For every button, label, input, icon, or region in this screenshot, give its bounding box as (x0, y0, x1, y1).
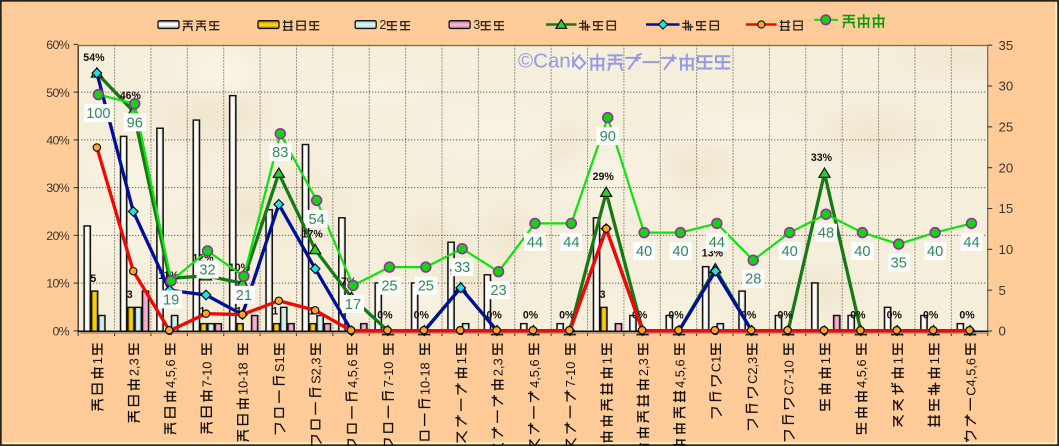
svg-text:44: 44 (963, 235, 979, 251)
svg-text:32: 32 (199, 263, 215, 279)
svg-text:0: 0 (999, 324, 1006, 339)
svg-text:3: 3 (127, 289, 133, 301)
svg-text:©Cani: ©Cani (518, 50, 575, 73)
svg-text:35: 35 (999, 38, 1014, 53)
svg-text:0%: 0% (523, 310, 539, 322)
svg-text:1: 1 (454, 357, 469, 364)
svg-text:50%: 50% (46, 86, 69, 100)
svg-text:30: 30 (999, 79, 1014, 94)
svg-text:2,3: 2,3 (127, 358, 142, 376)
svg-text:0%: 0% (559, 310, 575, 322)
svg-text:4,5,6: 4,5,6 (345, 359, 360, 387)
svg-text:54: 54 (309, 212, 325, 228)
svg-text:1: 1 (818, 357, 833, 364)
svg-text:1: 1 (600, 357, 615, 364)
svg-text:7-10: 7-10 (199, 362, 214, 388)
svg-text:33: 33 (454, 260, 470, 276)
svg-text:21: 21 (236, 288, 252, 304)
svg-text:54%: 54% (83, 52, 105, 64)
svg-text:40: 40 (672, 244, 688, 260)
svg-text:4,5,6: 4,5,6 (527, 359, 542, 387)
svg-text:17%: 17% (302, 228, 324, 240)
svg-text:44: 44 (527, 235, 543, 251)
svg-text:44: 44 (563, 235, 579, 251)
svg-text:0%: 0% (668, 310, 684, 322)
svg-text:0%: 0% (52, 324, 69, 338)
svg-text:C2,3: C2,3 (745, 357, 760, 384)
svg-text:90: 90 (600, 129, 616, 145)
svg-text:2: 2 (379, 18, 386, 32)
svg-text:4,5,6: 4,5,6 (854, 359, 869, 387)
svg-text:0%: 0% (414, 310, 430, 322)
svg-text:30%: 30% (46, 181, 69, 195)
svg-text:10-18: 10-18 (418, 362, 433, 395)
svg-text:4,5,6: 4,5,6 (672, 359, 687, 387)
svg-text:20%: 20% (46, 229, 69, 243)
svg-text:19: 19 (163, 292, 179, 308)
svg-text:40: 40 (927, 244, 943, 260)
svg-text:33%: 33% (811, 152, 833, 164)
svg-text:96: 96 (127, 115, 143, 131)
svg-text:23: 23 (490, 283, 506, 299)
svg-text:0%: 0% (777, 310, 793, 322)
svg-text:35: 35 (891, 256, 907, 272)
svg-text:40%: 40% (46, 134, 69, 148)
svg-text:0%: 0% (959, 310, 975, 322)
svg-text:15: 15 (999, 201, 1014, 216)
svg-text:3: 3 (600, 289, 606, 301)
svg-text:10%: 10% (46, 277, 69, 291)
svg-text:29%: 29% (593, 171, 615, 183)
svg-text:0%: 0% (887, 310, 903, 322)
svg-text:0%: 0% (486, 310, 502, 322)
svg-text:44: 44 (709, 235, 725, 251)
svg-text:7-10: 7-10 (381, 362, 396, 388)
svg-text:40: 40 (781, 244, 797, 260)
svg-text:20: 20 (999, 160, 1014, 175)
svg-text:1: 1 (891, 357, 906, 364)
svg-text:40: 40 (854, 244, 870, 260)
svg-text:1: 1 (927, 357, 942, 364)
svg-text:S2,3: S2,3 (308, 358, 323, 384)
svg-text:10: 10 (999, 242, 1014, 257)
svg-text:48: 48 (818, 226, 834, 242)
svg-text:0%: 0% (923, 310, 939, 322)
svg-text:1: 1 (90, 357, 105, 364)
svg-text:C4,5,6: C4,5,6 (963, 358, 978, 396)
svg-text:0%: 0% (377, 310, 393, 322)
svg-text:2,3: 2,3 (636, 358, 651, 376)
svg-text:17: 17 (345, 297, 361, 313)
svg-text:25: 25 (999, 120, 1014, 135)
svg-text:C7-10: C7-10 (781, 360, 796, 395)
svg-text:40: 40 (636, 244, 652, 260)
svg-text:5: 5 (90, 273, 96, 285)
svg-text:10-18: 10-18 (236, 362, 251, 395)
svg-text:C1: C1 (709, 356, 724, 372)
svg-text:7-10: 7-10 (563, 362, 578, 388)
svg-text:4,5,6: 4,5,6 (163, 359, 178, 387)
svg-text:100: 100 (86, 106, 110, 122)
svg-text:60%: 60% (46, 38, 69, 52)
svg-text:5: 5 (999, 283, 1006, 298)
svg-text:28: 28 (745, 272, 761, 288)
svg-text:83: 83 (272, 145, 288, 161)
svg-text:0%: 0% (850, 310, 866, 322)
svg-text:25: 25 (381, 279, 397, 295)
svg-text:S1: S1 (272, 356, 287, 372)
svg-text:2,3: 2,3 (490, 358, 505, 376)
svg-text:3: 3 (473, 18, 480, 32)
svg-text:1: 1 (272, 305, 278, 317)
svg-text:25: 25 (418, 279, 434, 295)
